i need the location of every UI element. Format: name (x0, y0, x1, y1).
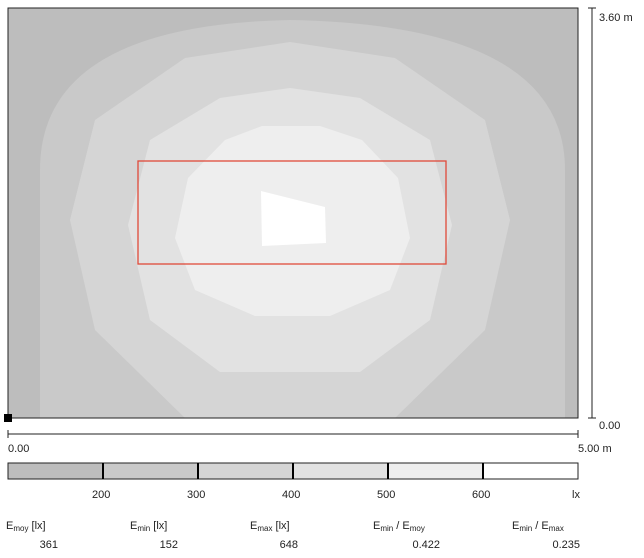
scale-band (7, 462, 104, 480)
isolux-contours (8, 8, 578, 418)
contour-band-max (261, 191, 326, 246)
ratio-min-max-value: 0.235 (552, 539, 580, 551)
e-max-label: Emax [lx] (250, 520, 290, 533)
e-moy-label: Emoy [lx] (6, 520, 46, 533)
plan-frame (7, 7, 579, 419)
work-area-outline (137, 160, 447, 265)
scale-band (387, 462, 484, 480)
scale-band (102, 462, 199, 480)
scale-band (197, 462, 294, 480)
scale-tick-label: 600 (472, 489, 491, 501)
ratio-min-moy-value: 0.422 (412, 539, 440, 551)
scale-tick-label: 200 (92, 489, 111, 501)
y-dimension (588, 7, 596, 419)
y-start-label: 0.00 (599, 420, 621, 432)
scale-band (292, 462, 389, 480)
x-end-label: 5.00 m (578, 443, 612, 455)
scale-tick-label: 300 (187, 489, 206, 501)
x-dimension (7, 430, 579, 438)
e-min-label: Emin [lx] (130, 520, 168, 533)
scale-unit-label: lx (572, 489, 580, 501)
e-max-value: 648 (279, 539, 298, 551)
ratio-min-max-label: Emin / Emax (512, 520, 564, 533)
scale-tick-label: 500 (377, 489, 396, 501)
y-end-label: 3.60 m (599, 12, 633, 24)
origin-marker (4, 414, 12, 422)
e-min-value: 152 (159, 539, 178, 551)
e-moy-value: 361 (39, 539, 58, 551)
scale-bar (7, 462, 579, 480)
x-start-label: 0.00 (8, 443, 30, 455)
scale-band (482, 462, 579, 480)
scale-tick-label: 400 (282, 489, 301, 501)
ratio-min-moy-label: Emin / Emoy (373, 520, 425, 533)
